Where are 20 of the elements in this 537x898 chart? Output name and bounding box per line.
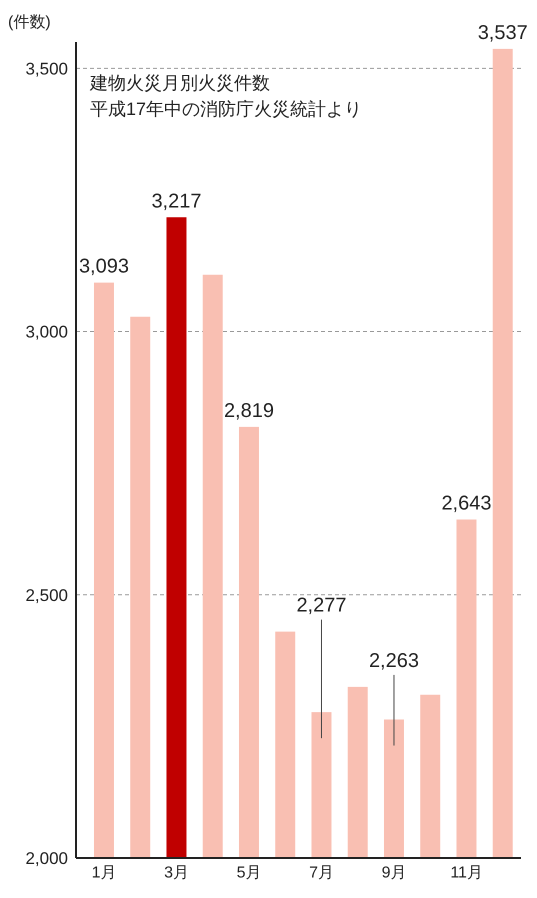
data-label: 3,217 [151, 190, 202, 212]
text: 建物火災月別火災件数 [90, 72, 271, 95]
data-label: 3,093 [78, 256, 130, 278]
data-label: 2,819 [224, 400, 274, 422]
y-tick-label: 2,000 [25, 849, 68, 868]
x-tick-label: 7月 [309, 864, 334, 882]
x-tick-label: 9月 [382, 864, 407, 882]
data-label: 2,643 [441, 492, 492, 514]
x-tick-label: 11月 [450, 864, 483, 882]
data-label: 2,263 [368, 650, 420, 672]
data-label: 3,537 [478, 22, 528, 44]
x-tick-label: 1月 [92, 864, 117, 882]
y-tick-label: 3,000 [25, 322, 68, 342]
data-label: 2,277 [296, 594, 347, 617]
y-axis-title: (件数) [8, 13, 51, 33]
x-tick-label: 3月 [164, 864, 190, 882]
text: 平成17年中の消防庁火災統計より [90, 98, 362, 121]
y-tick-label: 2,500 [25, 586, 68, 605]
x-tick-label: 5月 [236, 864, 262, 882]
y-tick-label: 3,500 [25, 59, 68, 78]
